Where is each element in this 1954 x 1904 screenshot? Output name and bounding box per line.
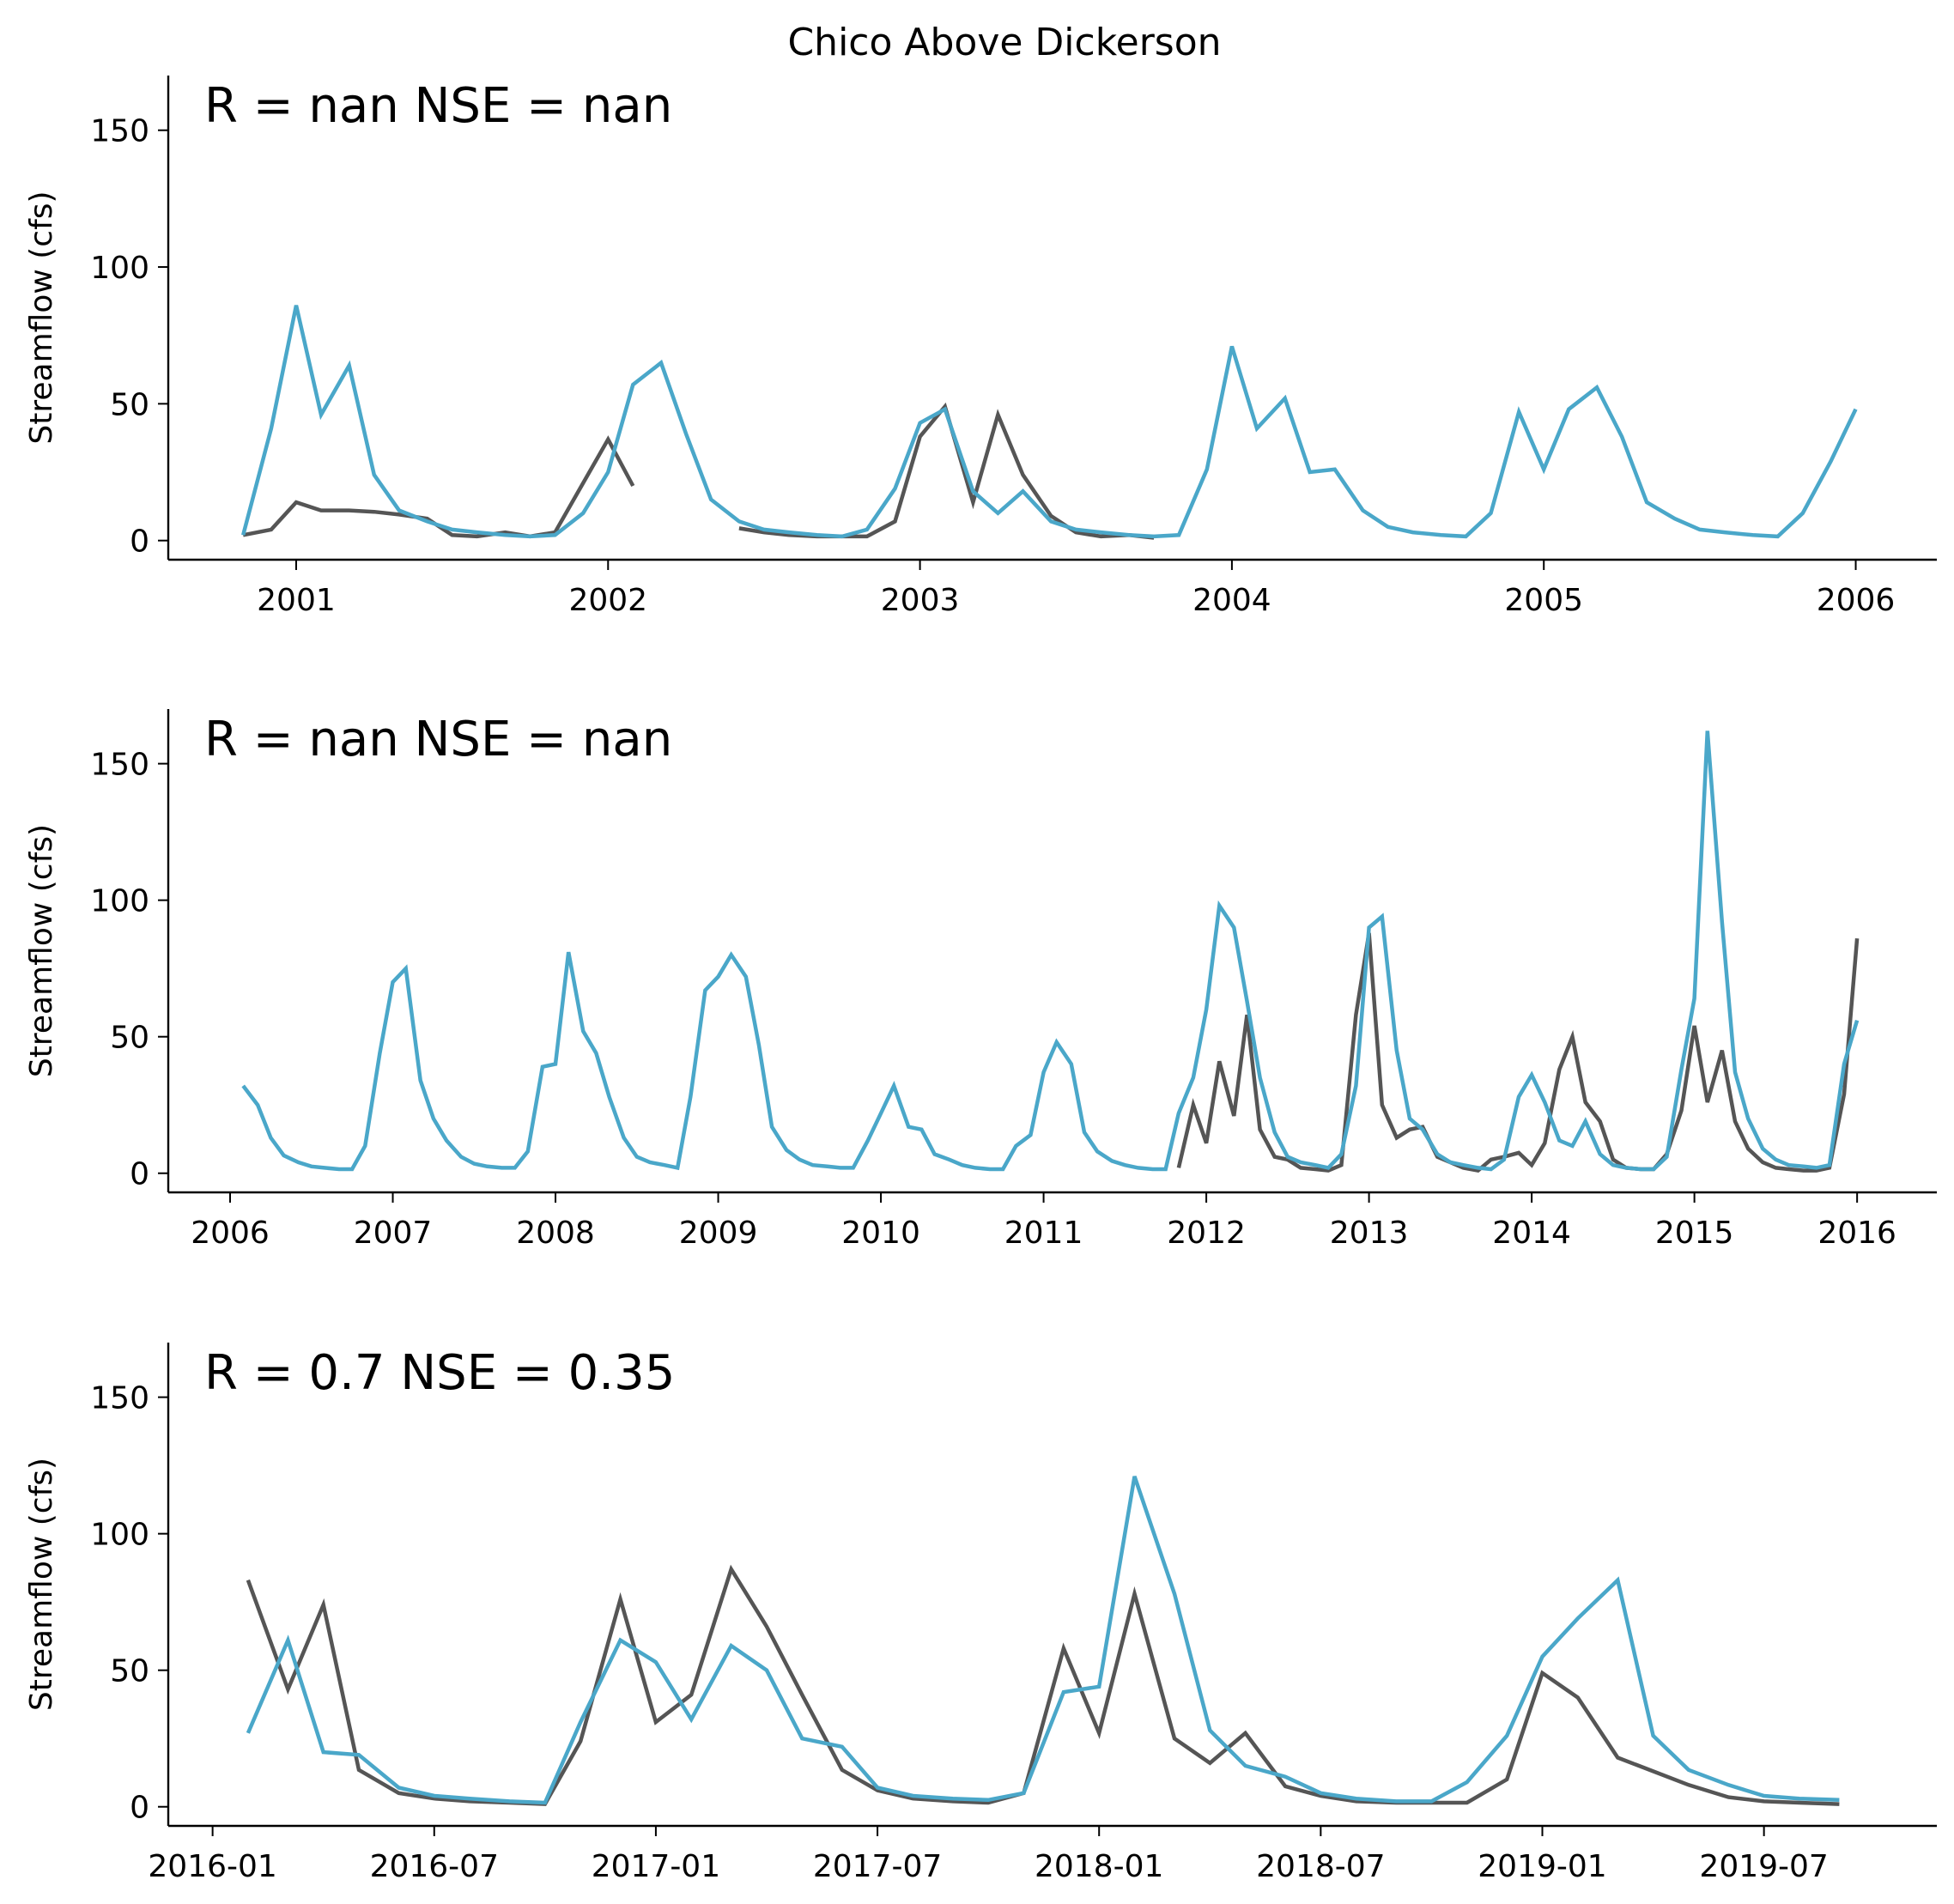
y-tick-label: 150 — [90, 1381, 149, 1416]
x-tick-label: 2007 — [354, 1216, 433, 1251]
x-tick-label: 2001 — [257, 583, 336, 618]
x-tick-label: 2019-07 — [1699, 1849, 1828, 1884]
y-tick-label: 50 — [110, 387, 149, 422]
simulated-series-line — [241, 305, 1858, 539]
x-tick-label: 2005 — [1504, 583, 1583, 618]
x-tick-label: 2016-01 — [148, 1849, 276, 1884]
x-tick-label: 2016-07 — [370, 1849, 499, 1884]
x-tick-label: 2008 — [516, 1216, 595, 1251]
x-tick-label: 2019-01 — [1478, 1849, 1606, 1884]
chart-panel-1: 0 50 100 150 2001 2002 2003 2004 2005 2006 Streamf… — [24, 76, 1937, 618]
y-tick-label: 50 — [110, 1021, 149, 1056]
x-tick-label: 2013 — [1330, 1216, 1409, 1251]
y-axis-title: Streamflow (cfs) — [24, 824, 59, 1077]
x-tick-label: 2015 — [1655, 1216, 1734, 1251]
y-tick-label: 50 — [110, 1654, 149, 1689]
x-tick-label: 2009 — [679, 1216, 758, 1251]
y-axis-title: Streamflow (cfs) — [24, 1458, 59, 1711]
y-tick-label: 0 — [130, 1791, 149, 1826]
x-tick-label: 2018-07 — [1256, 1849, 1385, 1884]
panels: 0 50 100 150 2001 2002 2003 2004 2005 2006 Streamf… — [24, 76, 1937, 1884]
x-tick-label: 2006 — [191, 1216, 270, 1251]
x-tick-label: 2010 — [841, 1216, 920, 1251]
simulated-series-line — [246, 1476, 1840, 1805]
x-tick-label: 2014 — [1492, 1216, 1571, 1251]
observed-series-line — [1176, 932, 1860, 1173]
simulated-series-line — [241, 731, 1860, 1172]
y-tick-label: 150 — [90, 114, 149, 149]
y-tick-label: 100 — [90, 1518, 149, 1553]
figure-title: Chico Above Dickerson — [787, 21, 1221, 64]
x-tick-label: 2011 — [1004, 1216, 1083, 1251]
x-tick-label: 2012 — [1167, 1216, 1246, 1251]
x-tick-label: 2017-01 — [592, 1849, 720, 1884]
x-tick-label: 2017-07 — [813, 1849, 942, 1884]
stats-annotation: R = nan NSE = nan — [204, 712, 672, 767]
x-tick-label: 2018-01 — [1035, 1849, 1163, 1884]
x-tick-label: 2006 — [1817, 583, 1896, 618]
x-tick-label: 2002 — [568, 583, 647, 618]
y-tick-label: 150 — [90, 748, 149, 783]
y-tick-label: 0 — [130, 1157, 149, 1192]
stats-annotation: R = nan NSE = nan — [204, 78, 672, 134]
x-tick-label: 2016 — [1817, 1216, 1896, 1251]
y-tick-label: 100 — [90, 884, 149, 919]
chart-panel-2: 0 50 100 150 2006 2007 2008 2009 2010 2011 2012 201… — [24, 709, 1937, 1251]
stats-annotation: R = 0.7 NSE = 0.35 — [204, 1345, 675, 1401]
y-tick-label: 0 — [130, 525, 149, 560]
chart-panel-3: 0 50 100 150 2016-01 2016-07 2017-01 2017-07 201… — [24, 1343, 1937, 1884]
y-axis-title: Streamflow (cfs) — [24, 191, 59, 444]
x-tick-label: 2003 — [881, 583, 960, 618]
x-tick-label: 2004 — [1192, 583, 1271, 618]
y-tick-label: 100 — [90, 251, 149, 286]
